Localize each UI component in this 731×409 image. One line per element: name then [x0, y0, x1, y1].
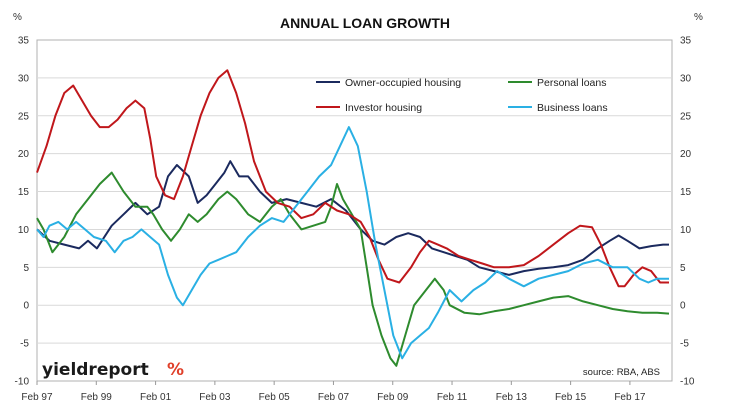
y-tick-label-left: 35 [18, 36, 30, 47]
y-tick-label-left: 0 [23, 301, 29, 312]
y-tick-label-left: 10 [18, 225, 30, 236]
y-tick-label-right: 20 [680, 149, 692, 160]
y-tick-label-right: -5 [680, 339, 689, 350]
y-tick-label-left: 5 [23, 263, 29, 274]
y-axis-unit-right: % [694, 12, 703, 23]
x-tick-label: Feb 05 [259, 392, 291, 403]
brand-percent-symbol: % [167, 360, 184, 380]
x-tick-label: Feb 07 [318, 392, 350, 403]
y-tick-label-left: -10 [15, 377, 30, 388]
series-line-personal-loans [36, 171, 670, 367]
y-tick-label-left: 30 [18, 73, 30, 84]
y-axis-ticks: -10 -10 -5 -5 0 0 5 5 10 10 15 15 20 20 25 25 30 30 35 35 [15, 36, 695, 388]
gridlines [37, 77, 672, 344]
source-note: source: RBA, ABS [583, 367, 660, 378]
series-line-business-loans [36, 126, 669, 360]
y-tick-label-left: 15 [18, 187, 30, 198]
brand-logo: yieldreport % [42, 360, 184, 380]
x-axis-ticks: Feb 97 Feb 99 Feb 01 Feb 03 Feb 05 Feb 07 Feb … [21, 381, 646, 403]
legend-label-business-loans: Business loans [537, 102, 608, 114]
y-tick-label-left: 20 [18, 149, 30, 160]
y-tick-label-right: 25 [680, 111, 692, 122]
legend-label-investor-housing: Investor housing [345, 102, 422, 114]
x-tick-label: Feb 99 [81, 392, 113, 403]
y-tick-label-left: 25 [18, 111, 30, 122]
x-tick-label: Feb 03 [199, 392, 231, 403]
x-tick-label: Feb 13 [496, 392, 528, 403]
y-tick-label-right: 0 [680, 301, 686, 312]
series-line-investor-housing [36, 69, 669, 288]
x-tick-label: Feb 09 [377, 392, 409, 403]
legend-label-owner-occupied: Owner-occupied housing [345, 77, 461, 89]
y-tick-label-right: 30 [680, 73, 692, 84]
legend: Owner-occupied housing Personal loans In… [316, 77, 608, 114]
y-tick-label-right: 15 [680, 187, 692, 198]
y-axis-unit-left: % [13, 12, 22, 23]
x-tick-label: Feb 97 [21, 392, 53, 403]
series-line-owner-occupied-housing [36, 160, 669, 276]
y-tick-label-right: 35 [680, 36, 692, 47]
legend-label-personal-loans: Personal loans [537, 77, 606, 89]
x-tick-label: Feb 11 [437, 392, 468, 403]
x-tick-label: Feb 01 [140, 392, 172, 403]
chart-title: ANNUAL LOAN GROWTH [280, 15, 450, 31]
y-tick-label-left: -5 [20, 339, 29, 350]
y-tick-label-right: 10 [680, 225, 692, 236]
y-tick-label-right: 5 [680, 263, 686, 274]
x-tick-label: Feb 17 [614, 392, 646, 403]
y-tick-label-right: -10 [680, 377, 695, 388]
brand-wordmark: yieldreport [42, 360, 149, 380]
plot-area [36, 39, 673, 382]
x-tick-label: Feb 15 [555, 392, 587, 403]
series-lines [36, 69, 670, 367]
